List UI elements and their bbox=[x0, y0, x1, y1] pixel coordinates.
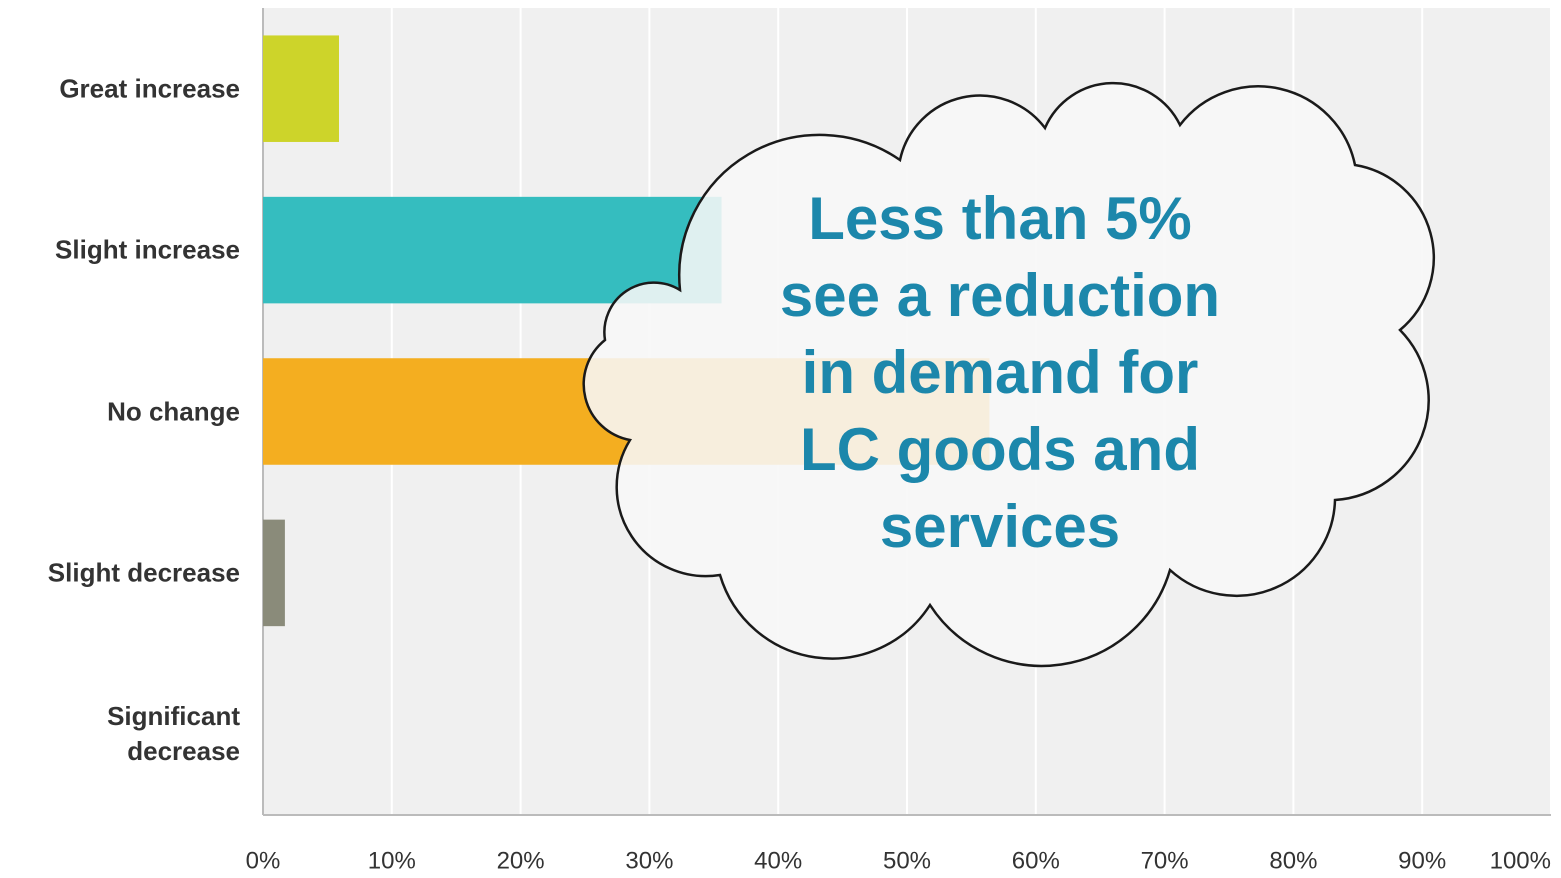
y-tick-label: No change bbox=[107, 396, 240, 426]
x-tick-label: 90% bbox=[1398, 847, 1446, 874]
y-tick-label: Slight decrease bbox=[47, 557, 240, 588]
annotation-line: LC goods and bbox=[800, 416, 1200, 483]
x-tick-label: 50% bbox=[883, 847, 931, 874]
x-tick-label: 100% bbox=[1490, 847, 1551, 874]
annotation-line: Less than 5% bbox=[808, 185, 1192, 252]
bar bbox=[263, 35, 339, 142]
x-tick-label: 0% bbox=[246, 847, 281, 874]
y-tick-label: Significant decrease bbox=[107, 701, 240, 767]
x-tick-label: 10% bbox=[368, 847, 416, 874]
x-tick-label: 70% bbox=[1141, 847, 1189, 874]
x-tick-label: 60% bbox=[1012, 847, 1060, 874]
cloud-callout bbox=[582, 81, 1435, 668]
annotation-line: see a reduction bbox=[779, 262, 1221, 329]
annotation-line: services bbox=[879, 493, 1121, 560]
bar bbox=[263, 519, 285, 627]
x-tick-label: 20% bbox=[497, 847, 545, 874]
x-tick-label: 80% bbox=[1269, 847, 1317, 874]
x-tick-label: 30% bbox=[625, 847, 673, 874]
x-tick-label: 40% bbox=[754, 847, 802, 874]
y-tick-label: Slight increase bbox=[55, 234, 240, 265]
y-tick-label: Great increase bbox=[59, 73, 240, 104]
annotation-line: in demand for bbox=[801, 339, 1199, 406]
